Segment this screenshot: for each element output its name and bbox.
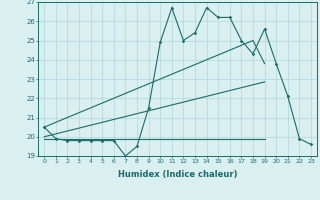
X-axis label: Humidex (Indice chaleur): Humidex (Indice chaleur) [118,170,237,179]
